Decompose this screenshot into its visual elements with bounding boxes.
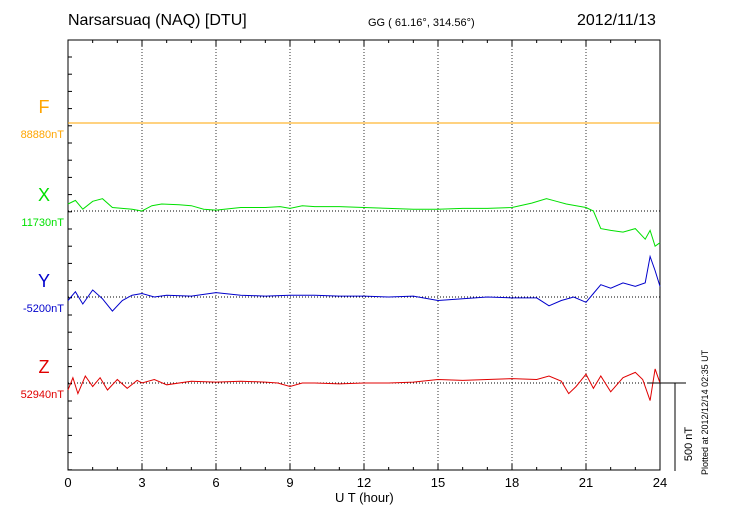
series-x-line	[67, 198, 661, 248]
x-ticks: 0 3 6 9 12 15 18 21 24	[64, 40, 667, 490]
vertical-gridlines	[141, 40, 587, 470]
x-tick-label: 0	[64, 475, 71, 490]
x-tick-label: 24	[653, 475, 667, 490]
x-axis-label: U T (hour)	[335, 490, 394, 505]
x-tick-label: 3	[138, 475, 145, 490]
x-tick-label: 15	[431, 475, 445, 490]
x-tick-label: 9	[286, 475, 293, 490]
station-title: Narsarsuaq (NAQ) [DTU]	[68, 12, 247, 29]
component-f-baseline: 88880nT	[21, 129, 65, 141]
plotted-at-label: Plotted at 2012/12/14 02:35 UT	[700, 349, 710, 475]
x-tick-label: 18	[505, 475, 519, 490]
plot-frame	[67, 39, 661, 471]
geographic-coordinates: GG ( 61.16°, 314.56°)	[368, 17, 475, 29]
component-z-name: Z	[39, 357, 50, 377]
component-x-baseline: 11730nT	[21, 217, 64, 229]
x-tick-label: 21	[579, 475, 593, 490]
series-y-line	[67, 254, 661, 312]
component-y-baseline: -5200nT	[23, 303, 64, 315]
component-x-name: X	[38, 185, 50, 205]
date-label: 2012/11/13	[577, 12, 656, 29]
x-tick-label: 12	[357, 475, 371, 490]
component-z-baseline: 52940nT	[21, 389, 65, 401]
component-labels: F 88880nT X 11730nT Y -5200nT Z 52940nT	[21, 97, 65, 401]
component-f-name: F	[39, 97, 50, 117]
x-tick-label: 6	[212, 475, 219, 490]
scale-bar: 500 nT	[648, 382, 695, 471]
series-z-line	[67, 368, 661, 401]
scale-bar-label: 500 nT	[683, 427, 695, 462]
series-lines	[67, 122, 661, 401]
component-y-name: Y	[38, 271, 50, 291]
